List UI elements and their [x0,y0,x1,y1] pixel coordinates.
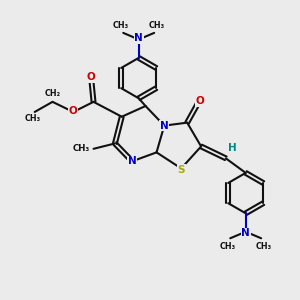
Text: H: H [228,143,237,153]
Text: O: O [196,96,205,106]
Text: O: O [86,72,95,82]
Text: N: N [134,33,143,43]
Text: CH₃: CH₃ [256,242,272,251]
Text: CH₃: CH₃ [24,114,40,123]
Text: CH₃: CH₃ [148,21,165,30]
Text: N: N [128,156,136,166]
Text: CH₃: CH₃ [73,144,90,153]
Text: S: S [178,165,185,175]
Text: CH₃: CH₃ [219,242,235,251]
Text: N: N [160,121,169,130]
Text: O: O [69,106,78,116]
Text: N: N [241,228,250,238]
Text: CH₃: CH₃ [113,21,129,30]
Text: CH₂: CH₂ [45,89,61,98]
